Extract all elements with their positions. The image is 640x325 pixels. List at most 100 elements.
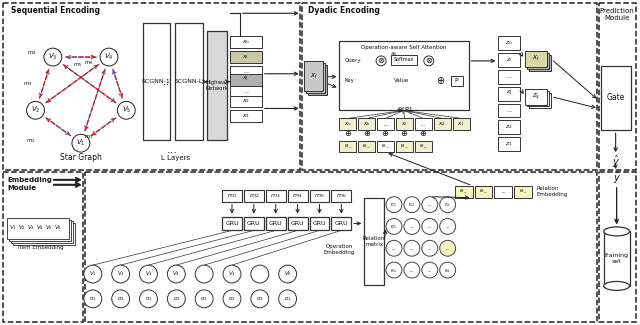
Circle shape: [422, 240, 438, 256]
Bar: [601, 66, 630, 130]
Bar: [415, 141, 432, 152]
Bar: [207, 31, 227, 140]
Text: Embedding: Embedding: [7, 177, 52, 183]
Circle shape: [117, 101, 135, 119]
Circle shape: [424, 56, 434, 66]
Text: $V_4$: $V_4$: [36, 223, 44, 232]
Bar: [358, 118, 375, 130]
Text: $m_1$: $m_1$: [227, 192, 237, 200]
Bar: [339, 141, 356, 152]
Text: $e_{r_{i1}}$: $e_{r_{i1}}$: [344, 142, 352, 151]
Text: $x_i$: $x_i$: [310, 72, 317, 81]
Bar: [332, 216, 351, 230]
Circle shape: [168, 265, 185, 283]
Bar: [85, 172, 596, 322]
Text: GRU: GRU: [291, 221, 305, 226]
Text: $o_1$: $o_1$: [173, 295, 180, 303]
Text: $\hat{y}$: $\hat{y}$: [612, 154, 620, 170]
Text: $x_k$: $x_k$: [363, 120, 371, 128]
Bar: [175, 23, 203, 140]
Text: $z_s$: $z_s$: [532, 92, 540, 101]
Bar: [396, 118, 413, 130]
Circle shape: [440, 240, 456, 256]
Text: ...: ...: [506, 108, 512, 113]
Text: $\oplus$: $\oplus$: [436, 75, 445, 86]
Circle shape: [27, 101, 44, 119]
Text: $\oplus$: $\oplus$: [400, 129, 408, 138]
Bar: [529, 55, 551, 71]
Text: $r_{21}$: $r_{21}$: [390, 222, 398, 231]
Text: $o_1$: $o_1$: [284, 295, 291, 303]
Text: $z_1$: $z_1$: [506, 140, 513, 148]
Bar: [143, 23, 170, 140]
Circle shape: [440, 197, 456, 213]
Text: $V_6$: $V_6$: [284, 270, 292, 279]
Text: $x_1$: $x_1$: [242, 112, 250, 120]
Bar: [499, 120, 520, 134]
Text: ...: ...: [445, 246, 450, 251]
Circle shape: [251, 265, 269, 283]
Text: $x_i$: $x_i$: [532, 54, 540, 63]
Bar: [230, 86, 262, 97]
Text: $x_2$: $x_2$: [438, 120, 446, 128]
Text: P: P: [455, 78, 458, 83]
Bar: [499, 70, 520, 84]
Circle shape: [84, 290, 102, 308]
Text: $V_3$: $V_3$: [48, 52, 58, 62]
Circle shape: [422, 262, 438, 278]
Circle shape: [100, 48, 118, 66]
Circle shape: [278, 290, 296, 308]
Bar: [452, 118, 470, 130]
Text: $V_1$: $V_1$: [89, 270, 97, 279]
Text: Item Embedding: Item Embedding: [19, 245, 64, 250]
Circle shape: [404, 262, 420, 278]
Bar: [310, 190, 330, 202]
Text: $m_3$: $m_3$: [271, 192, 281, 200]
Text: $V_3$: $V_3$: [145, 270, 152, 279]
Text: $x_2$: $x_2$: [242, 98, 250, 106]
Bar: [230, 51, 262, 63]
Text: Operation-aware Self Attention: Operation-aware Self Attention: [361, 46, 447, 50]
Circle shape: [140, 265, 157, 283]
Text: Dyadic Encoding: Dyadic Encoding: [308, 6, 380, 15]
Text: ...: ...: [243, 89, 249, 94]
Bar: [13, 224, 75, 245]
Circle shape: [386, 197, 402, 213]
Text: $a_{ij}$: $a_{ij}$: [390, 50, 397, 59]
Text: $m_3$: $m_3$: [23, 80, 32, 88]
Text: $V_6$: $V_6$: [54, 223, 62, 232]
Text: ...: ...: [167, 145, 178, 155]
Text: ...: ...: [506, 74, 512, 79]
Bar: [287, 216, 308, 230]
Circle shape: [251, 290, 269, 308]
Text: $o_2$: $o_2$: [228, 295, 236, 303]
Text: Module: Module: [604, 15, 629, 21]
Text: ...: ...: [410, 267, 414, 273]
Circle shape: [404, 240, 420, 256]
Bar: [499, 137, 520, 151]
Text: $\otimes$: $\otimes$: [377, 56, 385, 65]
Text: $\oplus$: $\oplus$: [419, 129, 428, 138]
Text: $z_j$: $z_j$: [506, 89, 513, 98]
Bar: [527, 91, 549, 107]
Circle shape: [386, 218, 402, 234]
Bar: [266, 190, 285, 202]
Bar: [396, 141, 413, 152]
Text: Highway
Network: Highway Network: [205, 80, 229, 91]
Text: $o_1$: $o_1$: [200, 295, 208, 303]
Text: $m_5$: $m_5$: [73, 61, 83, 69]
Text: $z_i$: $z_i$: [506, 56, 513, 64]
Circle shape: [440, 262, 456, 278]
Text: $m_2$: $m_2$: [26, 137, 35, 145]
Text: ...: ...: [501, 189, 506, 194]
Text: SCGNN-L: SCGNN-L: [175, 79, 204, 84]
Text: GRU: GRU: [269, 221, 282, 226]
Text: Module: Module: [7, 185, 36, 191]
Text: $r_{1t}$: $r_{1t}$: [444, 200, 451, 209]
Bar: [364, 198, 384, 285]
Bar: [499, 87, 520, 100]
Bar: [230, 66, 262, 78]
Bar: [222, 216, 242, 230]
Text: $o_3$: $o_3$: [256, 295, 264, 303]
Bar: [7, 217, 69, 239]
